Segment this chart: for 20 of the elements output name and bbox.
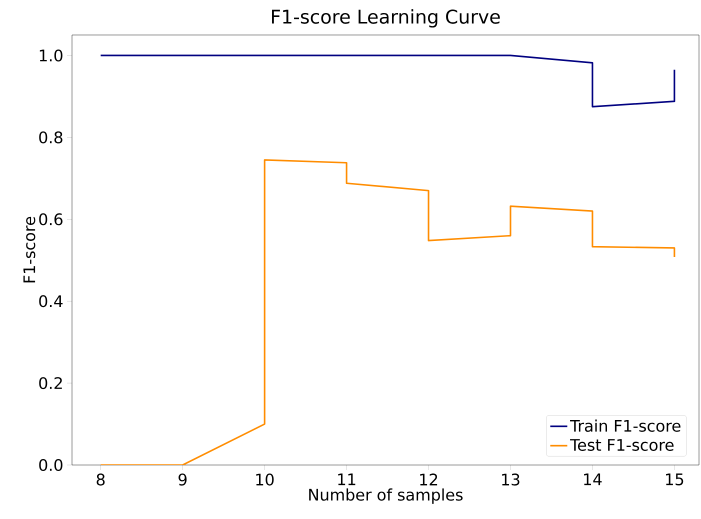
x-tick-label: 14 [584,474,602,486]
y-tick-label: 1.0 [40,49,62,62]
line-series [100,54,676,108]
x-tick-label: 10 [256,474,274,486]
x-tick-label: 12 [420,474,438,486]
x-tick-label: 15 [666,474,684,486]
y-tick-label: 0.6 [39,213,62,226]
x-axis-title: Number of samples [309,488,463,504]
x-tick-label: 13 [502,474,520,486]
legend-label: Train F1-score [570,420,680,432]
x-tick-label: 9 [178,474,187,486]
y-tick-label: 0.4 [39,295,63,308]
x-tick-label: 8 [96,474,105,486]
x-tick-label: 11 [338,474,356,486]
y-axis-title: F1-score [23,216,36,282]
y-tick-label: 0.2 [39,377,62,390]
chart-title: F1-score Learning Curve [272,9,500,28]
y-tick-label: 0.0 [39,458,62,472]
legend-label: Test F1-score [570,439,674,451]
y-tick-label: 0.8 [39,131,62,144]
